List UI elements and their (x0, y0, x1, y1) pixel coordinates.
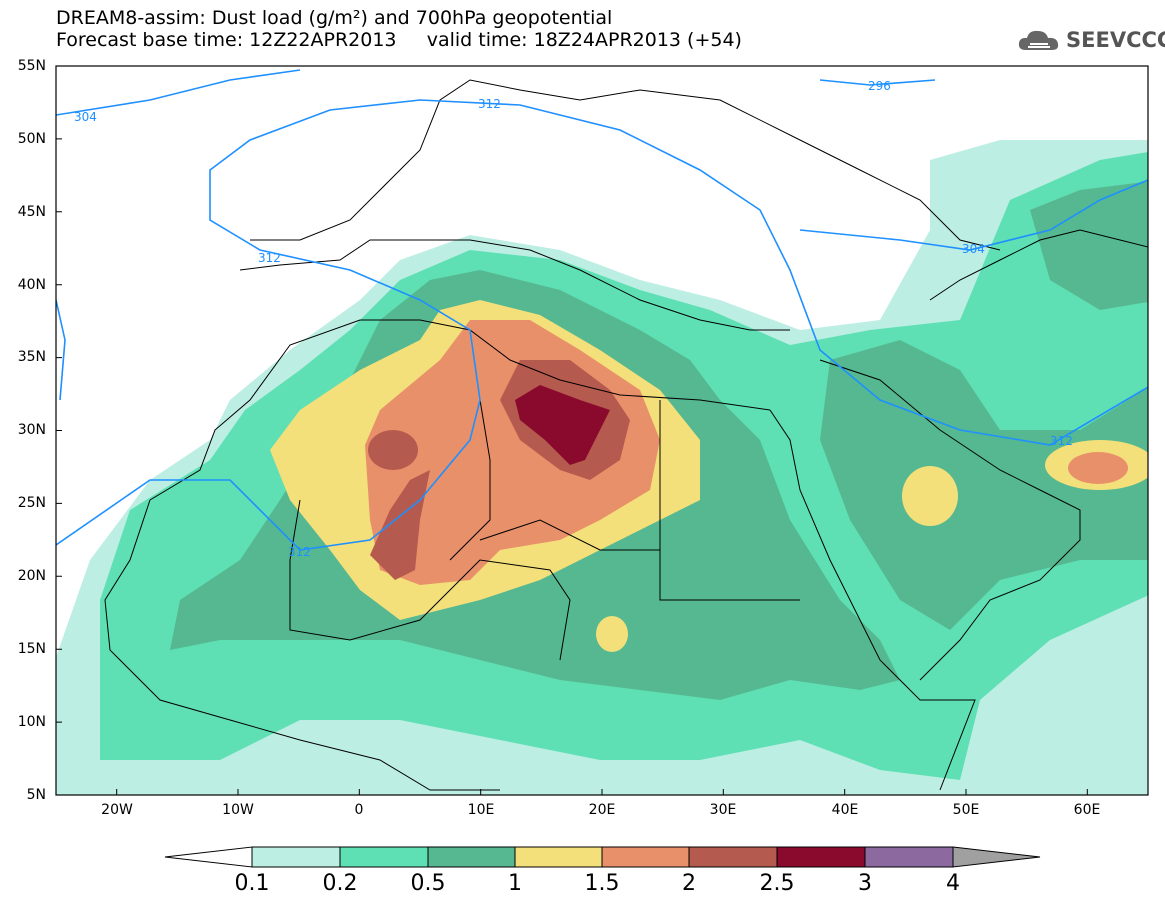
lat-label: 10N (17, 714, 46, 730)
colorbar-label: 2 (682, 871, 696, 896)
lat-label: 40N (17, 277, 46, 293)
lat-label: 25N (17, 495, 46, 511)
dust-patch-2-west (368, 430, 418, 470)
contour-label: 312 (258, 251, 281, 265)
lon-label: 10E (467, 802, 495, 818)
colorbar (164, 846, 1041, 868)
lon-label: 30E (709, 802, 737, 818)
lat-label: 30N (17, 422, 46, 438)
lon-label: 0 (354, 802, 364, 818)
lat-label: 55N (17, 58, 46, 74)
dust-patch-1-arabia (902, 466, 958, 526)
contour-label: 304 (74, 110, 97, 124)
dust-band-2.5 (515, 385, 610, 465)
dust-band-2-south (370, 470, 430, 580)
colorbar-arrow-high (952, 846, 1041, 868)
colorbar-label: 2.5 (759, 871, 795, 896)
lon-label: 60E (1073, 802, 1101, 818)
dust-patch-1.5-gulf (1068, 452, 1128, 484)
colorbar-label: 0.5 (410, 871, 446, 896)
contour-label: 296 (868, 79, 891, 93)
coastlines (104, 79, 1148, 791)
colorbar-swatch (251, 846, 341, 868)
lon-label: 20W (101, 802, 133, 818)
colorbar-label: 1.5 (584, 871, 620, 896)
map-title: DREAM8-assim: Dust load (g/m²) and 700hP… (56, 7, 613, 29)
colorbar-label: 0.1 (234, 871, 270, 896)
axis-ticks (56, 65, 1088, 796)
colorbar-swatch (339, 846, 429, 868)
colorbar-swatch (688, 846, 778, 868)
lon-label: 20E (588, 802, 616, 818)
colorbar-swatch (514, 846, 603, 868)
logo-text: SEEVCCC (1066, 28, 1165, 52)
lat-label: 45N (17, 204, 46, 220)
colorbar-swatch (427, 846, 516, 868)
colorbar-label: 1 (508, 871, 522, 896)
contour-label: 312 (478, 97, 501, 111)
seevccc-logo: SEEVCCC (1016, 24, 1165, 58)
contour-label: 312 (1050, 434, 1073, 448)
dust-band-0.5-caspian (1030, 181, 1148, 310)
map-subtitle: Forecast base time: 12Z22APR2013 valid t… (56, 29, 742, 51)
colorbar-swatch (864, 846, 954, 868)
geopotential-contours (56, 69, 1148, 551)
lat-label: 35N (17, 349, 46, 365)
lat-label: 15N (17, 641, 46, 657)
contour-label: 304 (962, 242, 985, 256)
colorbar-label: 0.2 (322, 871, 358, 896)
colorbar-swatch (601, 846, 690, 868)
lon-label: 50E (952, 802, 980, 818)
dust-patch-1-sahel (596, 616, 628, 652)
cloud-icon (1018, 30, 1059, 50)
lon-label: 10W (222, 802, 254, 818)
contour-label: 312 (288, 545, 311, 559)
colorbar-label: 3 (858, 871, 872, 896)
dust-band-0.5-east (820, 340, 1148, 630)
lat-label: 50N (17, 131, 46, 147)
lat-label: 20N (17, 568, 46, 584)
lat-label: 5N (26, 787, 46, 803)
colorbar-arrow-low (164, 846, 253, 868)
dust-field (56, 140, 1148, 795)
colorbar-swatch (776, 846, 866, 868)
contour-labels: 304 312 296 312 304 312 312 (74, 79, 1073, 559)
lon-label: 40E (831, 802, 859, 818)
colorbar-label: 4 (946, 871, 960, 896)
